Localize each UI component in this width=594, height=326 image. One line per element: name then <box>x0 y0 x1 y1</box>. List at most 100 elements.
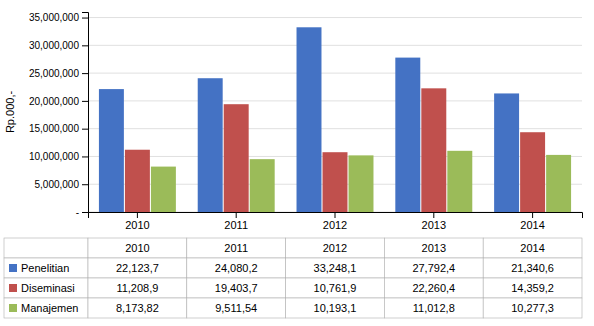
bar <box>421 88 446 212</box>
table-cell <box>187 238 286 258</box>
x-tick-mark <box>137 212 138 218</box>
table-value: 8,173,82 <box>116 302 159 314</box>
y-tick-label: - <box>76 207 79 218</box>
data-table: 20102011201220132014Penelitian22,123,724… <box>4 238 582 318</box>
table-cell <box>4 238 88 258</box>
x-axis: 2010 2011 2012 2013 2014 <box>89 212 583 231</box>
y-tick-mark <box>82 18 88 19</box>
y-tick-label: 5,000,000 <box>35 179 80 190</box>
bar <box>151 167 176 212</box>
bar <box>546 155 571 212</box>
x-tick-mark <box>532 212 533 218</box>
bar <box>198 78 223 212</box>
y-tick: - <box>76 207 88 218</box>
y-axis: - 5,000,000 10,000,000 15,000,000 20,000,000… <box>29 12 89 217</box>
x-tick-label: 2012 <box>323 219 347 231</box>
x-tick: 2010 <box>125 212 149 231</box>
y-tick-label: 35,000,000 <box>29 12 79 23</box>
table-value: 10,193,1 <box>314 302 357 314</box>
table-cell <box>286 258 385 278</box>
table-value: 19,403,7 <box>215 282 258 294</box>
axis-line <box>89 213 583 219</box>
y-tick-mark <box>82 156 88 157</box>
table-value: 21,340,6 <box>511 262 554 274</box>
bar <box>323 152 348 212</box>
table-header: 2013 <box>422 242 446 254</box>
y-tick: 30,000,000 <box>29 40 88 51</box>
table-value: 9,511,54 <box>215 302 257 314</box>
table-value: 22,123,7 <box>116 262 159 274</box>
legend-label: Diseminasi <box>21 282 75 294</box>
y-tick: 35,000,000 <box>29 12 88 23</box>
bar-series <box>99 27 519 212</box>
bar <box>224 104 249 212</box>
table-value: 24,080,2 <box>215 262 258 274</box>
bar <box>99 89 124 212</box>
table-value: 33,248,1 <box>314 262 357 274</box>
y-tick: 15,000,000 <box>29 123 88 134</box>
table-cell <box>4 278 88 298</box>
table-cell <box>384 258 483 278</box>
grid-line <box>88 45 582 46</box>
y-tick-label: 15,000,000 <box>29 123 79 134</box>
bar <box>125 150 150 212</box>
table-cell <box>286 278 385 298</box>
table-value: 14,359,2 <box>511 282 554 294</box>
y-tick-label: 25,000,000 <box>29 68 79 79</box>
bar <box>297 27 322 212</box>
table-cell <box>483 278 582 298</box>
axis-line <box>82 13 89 213</box>
x-tick-label: 2011 <box>224 219 248 231</box>
table-cell <box>4 298 88 318</box>
bar <box>250 159 275 212</box>
table-value: 22,260,4 <box>412 282 455 294</box>
bar-series <box>151 151 571 212</box>
bar <box>520 132 545 212</box>
x-tick-label: 2013 <box>422 219 446 231</box>
y-tick-mark <box>82 73 88 74</box>
table-cell <box>88 258 187 278</box>
y-tick-mark <box>82 184 88 185</box>
table-cell <box>187 258 286 278</box>
x-tick: 2014 <box>520 212 544 231</box>
bar <box>447 151 472 212</box>
table-value: 11,012,8 <box>413 302 455 314</box>
y-axis-label: Rp.000,- <box>4 91 16 134</box>
x-tick-label: 2010 <box>125 219 149 231</box>
y-tick-label: 30,000,000 <box>29 40 79 51</box>
legend-swatch <box>9 264 17 272</box>
bar <box>349 155 374 212</box>
table-cell <box>187 278 286 298</box>
table-value: 10,277,3 <box>511 302 554 314</box>
y-tick-label: 20,000,000 <box>29 96 79 107</box>
legend-swatch <box>9 284 17 292</box>
y-tick: 10,000,000 <box>29 151 88 162</box>
y-tick: 20,000,000 <box>29 96 88 107</box>
table-value: 27,792,4 <box>412 262 455 274</box>
legend-label: Penelitian <box>21 262 69 274</box>
chart: - 5,000,000 10,000,000 15,000,000 20,000,000… <box>0 0 594 326</box>
y-tick-mark <box>82 129 88 130</box>
table-cell <box>483 238 582 258</box>
table-value: 11,208,9 <box>116 282 158 294</box>
legend-label: Manajemen <box>21 302 78 314</box>
x-tick-mark <box>433 212 434 218</box>
x-tick: 2012 <box>323 212 347 231</box>
x-tick-mark <box>335 212 336 218</box>
y-tick-mark <box>82 101 88 102</box>
table-cell <box>384 298 483 318</box>
table-cell <box>88 278 187 298</box>
table-value: 10,761,9 <box>314 282 357 294</box>
legend-swatch <box>9 304 17 312</box>
y-tick-label: 10,000,000 <box>29 151 79 162</box>
table-header: 2012 <box>323 242 347 254</box>
grid <box>88 18 582 212</box>
y-tick-mark <box>82 45 88 46</box>
table-cell <box>286 298 385 318</box>
table-cell <box>187 298 286 318</box>
table-cell <box>483 258 582 278</box>
table-cell <box>384 238 483 258</box>
table-cell <box>88 298 187 318</box>
x-tick: 2013 <box>422 212 446 231</box>
bars <box>99 27 571 212</box>
